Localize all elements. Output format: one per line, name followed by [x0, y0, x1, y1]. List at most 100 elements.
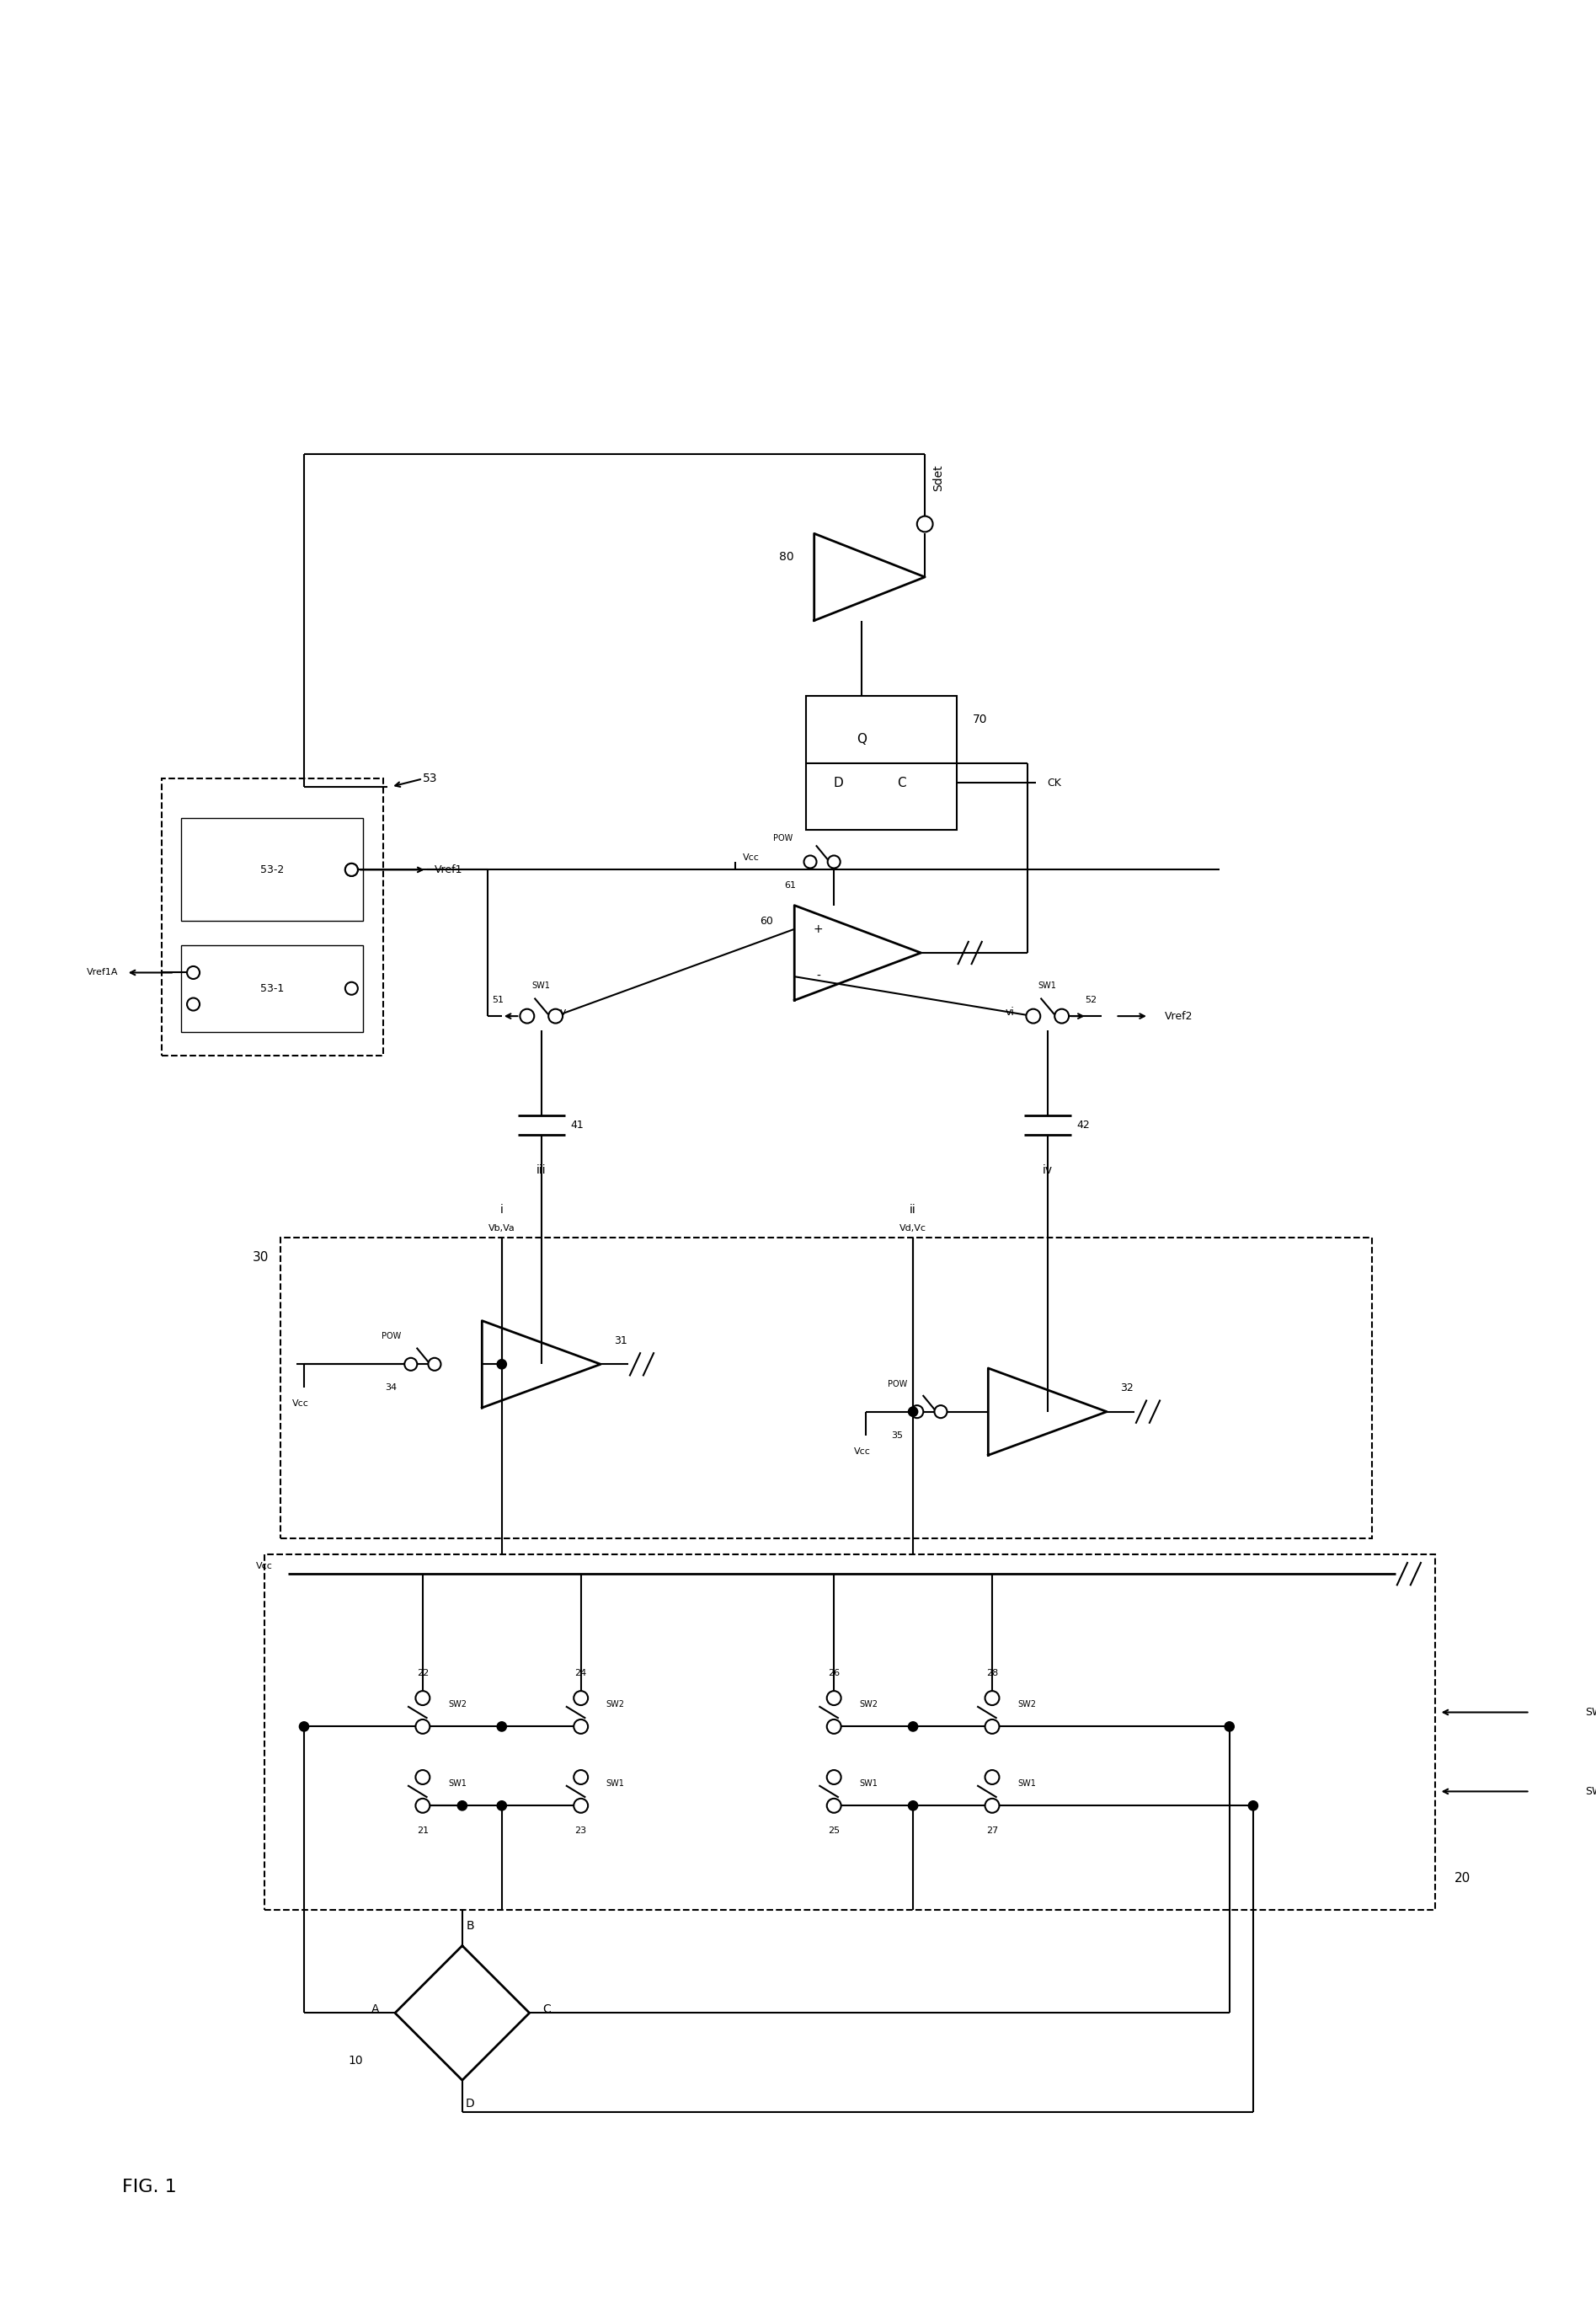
Circle shape	[345, 863, 358, 875]
Text: Vcc: Vcc	[255, 1562, 273, 1571]
Text: 70: 70	[974, 713, 988, 726]
Text: SW1: SW1	[531, 982, 551, 991]
Circle shape	[827, 1799, 841, 1813]
Text: Vref1: Vref1	[434, 863, 463, 875]
Text: Vb,Va: Vb,Va	[488, 1223, 516, 1232]
Text: 20: 20	[1456, 1873, 1472, 1885]
Text: 60: 60	[760, 917, 774, 926]
Text: C: C	[543, 2003, 551, 2015]
Text: Vd,Vc: Vd,Vc	[900, 1223, 927, 1232]
Text: 51: 51	[492, 996, 504, 1005]
Text: i: i	[500, 1205, 503, 1216]
Text: SW2: SW2	[1017, 1701, 1036, 1708]
Bar	[182, 819, 364, 921]
Text: 28: 28	[986, 1669, 998, 1678]
Circle shape	[415, 1799, 429, 1813]
Text: SW2: SW2	[606, 1701, 624, 1708]
Circle shape	[573, 1771, 587, 1785]
Text: vi: vi	[1005, 1007, 1013, 1017]
Text: Vref2: Vref2	[1165, 1010, 1192, 1021]
Text: 35: 35	[891, 1432, 903, 1439]
Text: SW1: SW1	[1039, 982, 1057, 991]
Text: 21: 21	[417, 1827, 429, 1836]
Text: Vcc: Vcc	[742, 854, 760, 861]
Circle shape	[934, 1404, 946, 1418]
Circle shape	[458, 1801, 468, 1810]
Circle shape	[1055, 1010, 1069, 1024]
Circle shape	[985, 1771, 999, 1785]
Text: Sdet: Sdet	[932, 464, 945, 492]
Circle shape	[827, 1692, 841, 1706]
Circle shape	[804, 856, 817, 868]
Circle shape	[918, 515, 932, 532]
Circle shape	[415, 1720, 429, 1734]
Circle shape	[1224, 1722, 1234, 1731]
Circle shape	[827, 1771, 841, 1785]
Circle shape	[549, 1010, 563, 1024]
Text: ii: ii	[910, 1205, 916, 1216]
Circle shape	[415, 1692, 429, 1706]
Circle shape	[520, 1010, 535, 1024]
Circle shape	[985, 1720, 999, 1734]
Text: +: +	[814, 924, 824, 935]
Text: SW1: SW1	[606, 1780, 624, 1787]
Circle shape	[827, 1720, 841, 1734]
Text: iii: iii	[536, 1165, 546, 1177]
Circle shape	[1026, 1010, 1041, 1024]
Text: 27: 27	[986, 1827, 998, 1836]
Text: SW1: SW1	[1017, 1780, 1036, 1787]
Circle shape	[187, 966, 200, 979]
Text: D: D	[833, 778, 843, 789]
Text: SW1: SW1	[448, 1780, 466, 1787]
Circle shape	[911, 1404, 924, 1418]
Bar	[806, 696, 956, 831]
Text: 22: 22	[417, 1669, 429, 1678]
Bar	[281, 1237, 1373, 1539]
Text: 52: 52	[1085, 996, 1096, 1005]
Text: 31: 31	[614, 1335, 627, 1346]
Text: POW: POW	[772, 833, 792, 843]
Text: Vref1A: Vref1A	[86, 968, 118, 977]
Text: B: B	[466, 1919, 474, 1931]
Text: iv: iv	[1042, 1165, 1053, 1177]
Circle shape	[985, 1799, 999, 1813]
Circle shape	[908, 1801, 918, 1810]
Text: 10: 10	[348, 2054, 362, 2066]
Text: 53-1: 53-1	[260, 984, 284, 993]
Circle shape	[187, 998, 200, 1010]
Bar	[161, 780, 383, 1056]
Circle shape	[428, 1358, 440, 1369]
Text: Vcc: Vcc	[292, 1400, 310, 1409]
Text: 42: 42	[1076, 1119, 1090, 1130]
Text: 53-2: 53-2	[260, 863, 284, 875]
Text: 41: 41	[570, 1119, 584, 1130]
Bar	[182, 945, 364, 1033]
Text: SW2: SW2	[448, 1701, 466, 1708]
Text: 34: 34	[385, 1383, 397, 1393]
Bar	[265, 1555, 1435, 1910]
Circle shape	[908, 1407, 918, 1416]
Circle shape	[908, 1722, 918, 1731]
Circle shape	[496, 1722, 506, 1731]
Text: 32: 32	[1120, 1383, 1133, 1393]
Text: 26: 26	[828, 1669, 839, 1678]
Circle shape	[985, 1692, 999, 1706]
Circle shape	[415, 1771, 429, 1785]
Circle shape	[496, 1801, 506, 1810]
Circle shape	[1248, 1801, 1258, 1810]
Text: SW2: SW2	[859, 1701, 878, 1708]
Text: 30: 30	[252, 1251, 268, 1263]
Circle shape	[828, 856, 839, 868]
Text: 24: 24	[575, 1669, 587, 1678]
Circle shape	[345, 863, 358, 875]
Text: Vcc: Vcc	[854, 1446, 870, 1455]
Text: SW1: SW1	[1585, 1785, 1596, 1796]
Text: v: v	[560, 1007, 565, 1017]
Text: POW: POW	[381, 1332, 401, 1342]
Text: POW: POW	[887, 1379, 907, 1388]
Circle shape	[573, 1799, 587, 1813]
Text: SW1: SW1	[859, 1780, 878, 1787]
Circle shape	[404, 1358, 417, 1369]
Circle shape	[300, 1722, 308, 1731]
Text: 53: 53	[423, 773, 437, 784]
